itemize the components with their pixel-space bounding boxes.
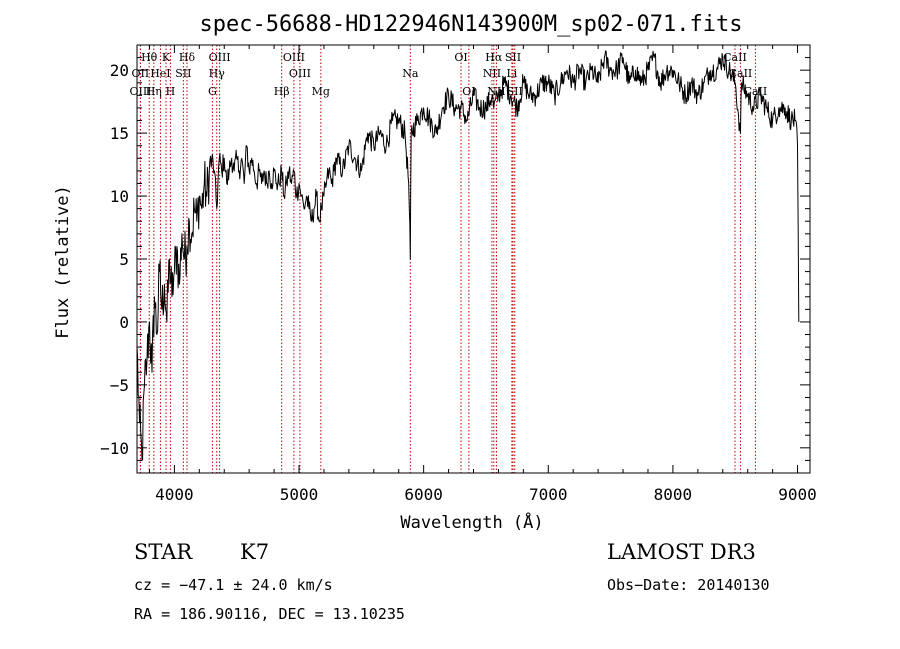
- x-tick-label-3: 7000: [529, 485, 568, 504]
- marker-label-13: OIII: [289, 67, 311, 80]
- x-tick-label-5: 9000: [778, 485, 817, 504]
- series-line-0: [136, 50, 800, 461]
- y-tick-label-4: 10: [110, 187, 129, 206]
- marker-label-18: OI: [462, 85, 475, 98]
- survey-name: LAMOST DR3: [607, 540, 756, 564]
- marker-label-2: OIII: [129, 85, 151, 98]
- y-tick-label-1: −5: [110, 376, 129, 395]
- marker-label-1: OII: [132, 67, 150, 80]
- marker-label-19: Hα: [485, 51, 503, 64]
- marker-label-3: Hη: [146, 85, 162, 98]
- axes: 4000 5000 6000 7000 8000 9000 −10 −5 0 5 10 15 20: [100, 45, 817, 504]
- x-tick-label-4: 8000: [654, 485, 693, 504]
- x-axis-label: Wavelength (Å): [400, 511, 543, 533]
- line-markers: [139, 45, 756, 473]
- plot-frame: [136, 44, 811, 474]
- marker-label-10: Hγ: [209, 67, 226, 80]
- marker-label-22: SII: [505, 51, 521, 64]
- redshift-cz: cz = −47.1 ± 24.0 km/s: [134, 576, 333, 594]
- marker-label-0: Hθ: [141, 51, 158, 64]
- ra-dec: RA = 186.90116, DEC = 13.10235: [134, 605, 405, 623]
- y-tick-label-2: 0: [119, 313, 129, 332]
- marker-label-5: HeI: [150, 67, 170, 80]
- marker-label-25: CaII: [723, 51, 747, 64]
- marker-label-12: OIII: [283, 51, 305, 64]
- marker-label-15: Mg: [312, 85, 330, 98]
- marker-label-14: Hβ: [274, 85, 290, 98]
- marker-label-16: Na: [402, 67, 419, 80]
- x-tick-label-2: 6000: [404, 485, 443, 504]
- object-subclass: K7: [240, 540, 269, 564]
- marker-label-4: K: [162, 51, 171, 64]
- object-class: STAR: [134, 540, 193, 564]
- y-tick-label-0: −10: [100, 439, 129, 458]
- y-tick-label-5: 15: [110, 124, 129, 143]
- marker-label-24: SII: [507, 85, 523, 98]
- x-tick-label-0: 4000: [155, 485, 194, 504]
- y-tick-label-3: 5: [119, 250, 129, 269]
- marker-label-8: SII: [175, 67, 191, 80]
- marker-label-9: OIII: [209, 51, 231, 64]
- marker-label-20: NII: [483, 67, 501, 80]
- marker-label-7: Hδ: [179, 51, 196, 64]
- marker-label-17: OI: [454, 51, 467, 64]
- marker-label-23: Li: [506, 67, 517, 80]
- marker-label-11: G: [208, 85, 217, 98]
- marker-label-6: H: [166, 85, 176, 98]
- y-axis-label: Flux (relative): [53, 185, 73, 339]
- observation-date: Obs−Date: 20140130: [607, 576, 770, 594]
- y-tick-label-6: 20: [110, 61, 129, 80]
- chart-title: spec-56688-HD122946N143900M_sp02-071.fit…: [199, 12, 742, 37]
- spectrum-series: [136, 50, 800, 461]
- x-tick-label-1: 5000: [280, 485, 319, 504]
